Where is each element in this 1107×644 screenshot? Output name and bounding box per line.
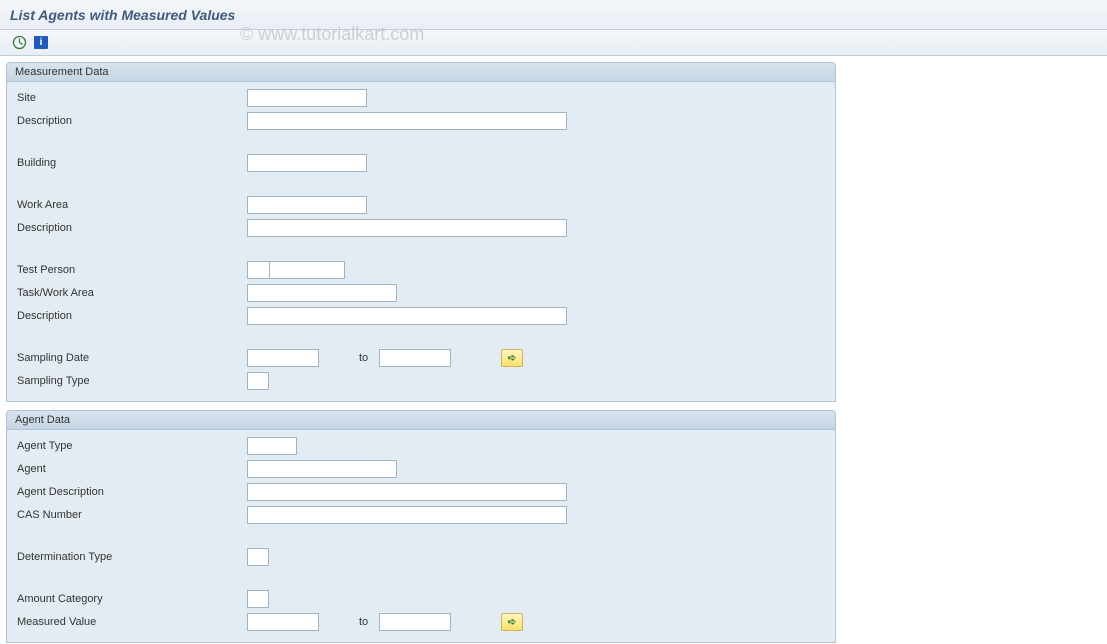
- measurement-data-group: Measurement Data Site Description Buildi…: [6, 62, 836, 402]
- label-cas-number: CAS Number: [17, 509, 247, 521]
- row-cas-number: CAS Number: [17, 504, 825, 526]
- row-description1: Description: [17, 110, 825, 132]
- label-description3: Description: [17, 310, 247, 322]
- input-description2[interactable]: [247, 219, 567, 237]
- label-description2: Description: [17, 222, 247, 234]
- input-description1[interactable]: [247, 112, 567, 130]
- clock-icon: [12, 35, 27, 50]
- input-description3[interactable]: [247, 307, 567, 325]
- agent-header: Agent Data: [7, 411, 835, 430]
- label-building: Building: [17, 157, 247, 169]
- row-test-person: Test Person: [17, 259, 825, 281]
- label-to-1: to: [319, 352, 379, 364]
- input-cas-number[interactable]: [247, 506, 567, 524]
- row-agent-description: Agent Description: [17, 481, 825, 503]
- row-site: Site: [17, 87, 825, 109]
- spacer: [17, 175, 825, 193]
- row-task-work-area: Task/Work Area: [17, 282, 825, 304]
- label-determination-type: Determination Type: [17, 551, 247, 563]
- input-determination-type[interactable]: [247, 548, 269, 566]
- sampling-date-range-button[interactable]: ➪: [501, 349, 523, 367]
- info-icon: i: [34, 36, 48, 49]
- spacer: [17, 569, 825, 587]
- input-test-person-b[interactable]: [269, 261, 345, 279]
- execute-button[interactable]: [10, 34, 28, 52]
- label-to-2: to: [319, 616, 379, 628]
- input-sampling-date-from[interactable]: [247, 349, 319, 367]
- measurement-body: Site Description Building Work Area Desc…: [7, 82, 835, 401]
- info-button[interactable]: i: [32, 34, 50, 52]
- input-amount-category[interactable]: [247, 590, 269, 608]
- label-agent: Agent: [17, 463, 247, 475]
- input-measured-value-to[interactable]: [379, 613, 451, 631]
- input-task-work-area[interactable]: [247, 284, 397, 302]
- input-agent[interactable]: [247, 460, 397, 478]
- input-building[interactable]: [247, 154, 367, 172]
- label-site: Site: [17, 92, 247, 104]
- page-title: List Agents with Measured Values: [10, 7, 235, 23]
- row-description2: Description: [17, 217, 825, 239]
- row-sampling-type: Sampling Type: [17, 370, 825, 392]
- label-task-work-area: Task/Work Area: [17, 287, 247, 299]
- spacer: [17, 527, 825, 545]
- spacer: [17, 133, 825, 151]
- input-work-area[interactable]: [247, 196, 367, 214]
- input-agent-description[interactable]: [247, 483, 567, 501]
- label-agent-description: Agent Description: [17, 486, 247, 498]
- measured-value-range-button[interactable]: ➪: [501, 613, 523, 631]
- spacer: [17, 240, 825, 258]
- input-site[interactable]: [247, 89, 367, 107]
- agent-data-group: Agent Data Agent Type Agent Agent Descri…: [6, 410, 836, 643]
- label-agent-type: Agent Type: [17, 440, 247, 452]
- label-description1: Description: [17, 115, 247, 127]
- label-test-person: Test Person: [17, 264, 247, 276]
- input-measured-value-from[interactable]: [247, 613, 319, 631]
- label-sampling-type: Sampling Type: [17, 375, 247, 387]
- title-bar: List Agents with Measured Values: [0, 0, 1107, 30]
- arrow-right-icon: ➪: [508, 617, 516, 628]
- input-agent-type[interactable]: [247, 437, 297, 455]
- label-sampling-date: Sampling Date: [17, 352, 247, 364]
- input-sampling-type[interactable]: [247, 372, 269, 390]
- toolbar: i © www.tutorialkart.com: [0, 30, 1107, 56]
- measurement-header: Measurement Data: [7, 63, 835, 82]
- row-determination-type: Determination Type: [17, 546, 825, 568]
- input-test-person-a[interactable]: [247, 261, 269, 279]
- spacer: [17, 328, 825, 346]
- content-area: Measurement Data Site Description Buildi…: [0, 56, 1107, 644]
- row-amount-category: Amount Category: [17, 588, 825, 610]
- row-building: Building: [17, 152, 825, 174]
- arrow-right-icon: ➪: [508, 353, 516, 364]
- label-measured-value: Measured Value: [17, 616, 247, 628]
- input-sampling-date-to[interactable]: [379, 349, 451, 367]
- agent-body: Agent Type Agent Agent Description CAS N…: [7, 430, 835, 642]
- row-measured-value: Measured Value to ➪: [17, 611, 825, 633]
- label-amount-category: Amount Category: [17, 593, 247, 605]
- row-description3: Description: [17, 305, 825, 327]
- row-sampling-date: Sampling Date to ➪: [17, 347, 825, 369]
- label-work-area: Work Area: [17, 199, 247, 211]
- row-agent-type: Agent Type: [17, 435, 825, 457]
- row-agent: Agent: [17, 458, 825, 480]
- row-work-area: Work Area: [17, 194, 825, 216]
